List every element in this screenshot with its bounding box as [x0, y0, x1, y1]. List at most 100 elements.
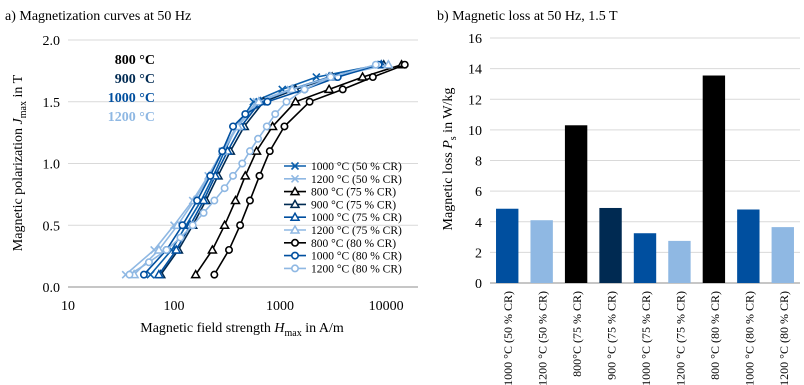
- chart-a-point: [153, 244, 165, 254]
- chart-a-point: [153, 269, 165, 279]
- chart-a-point: [271, 110, 280, 119]
- chart-a-point: [220, 184, 229, 193]
- chart-a-point: [236, 221, 245, 230]
- chart-a-legend-item: 1000 °C (80 % CR): [284, 251, 402, 263]
- chart-a-point: [198, 195, 209, 205]
- chart-a-legend-item: 1200 °C (75 % CR): [284, 224, 402, 237]
- chart-a-point: [357, 71, 368, 81]
- chart-b-y-tick-label: 10: [468, 124, 482, 139]
- chart-a-point: [289, 186, 301, 196]
- chart-a-point: [245, 196, 254, 205]
- chart-a-x-axis-label: Magnetic field strength Hmax in A/m: [140, 321, 344, 339]
- chart-a-point: [219, 219, 230, 229]
- chart-b-y-tick-label: 6: [475, 185, 482, 200]
- chart-b-bar: [771, 227, 794, 283]
- chart-a-x-tick-label: 10: [61, 299, 75, 314]
- chart-a-series: [210, 60, 409, 279]
- chart-b-category-label: 900 °C (75 % CR): [605, 291, 619, 380]
- chart-b-y-tick-label: 16: [468, 32, 482, 47]
- chart-a-legend-item: 800 °C (75 % CR): [284, 186, 396, 199]
- chart-a-point: [193, 196, 202, 205]
- chart-a-point: [146, 270, 155, 279]
- chart-a-point: [229, 171, 238, 180]
- chart-a-point: [254, 134, 263, 143]
- chart-a-series: [125, 60, 380, 279]
- chart-a-x-ticks: 10 100 1000 10000: [61, 299, 404, 314]
- chart-a-point: [383, 59, 394, 69]
- chart-a-series-group: [121, 59, 409, 279]
- chart-a-point: [230, 195, 241, 205]
- chart-b-bar: [702, 75, 726, 283]
- chart-a-point: [225, 245, 234, 254]
- chart-a-legend-item: 1200 °C (50 % CR): [284, 174, 402, 186]
- chart-a-legend-label: 1200 °C (50 % CR): [311, 174, 402, 186]
- chart-a-point: [338, 85, 347, 94]
- chart-a-point: [262, 122, 271, 131]
- chart-a-point: [253, 96, 265, 106]
- chart-a-point: [323, 83, 335, 94]
- chart-b-category-labels: 1000 °C (50 % CR) 1200 °C (50 % CR) 800°C …: [501, 291, 791, 385]
- chart-a-point: [289, 198, 301, 209]
- chart-a-point: [210, 196, 219, 205]
- chart-b-y-axis-label: Magnetic loss Ps in W/kg: [441, 88, 459, 231]
- chart-a-point: [245, 147, 254, 156]
- chart-b-category-label: 1000 °C (75 % CR): [639, 291, 653, 385]
- chart-b-bars: [496, 75, 794, 283]
- chart-a-point: [289, 224, 301, 234]
- chart-a-point: [218, 147, 227, 156]
- chart-b-bar: [737, 209, 760, 283]
- chart-b-bar: [564, 125, 588, 283]
- chart-b-bar: [530, 220, 553, 283]
- chart-a-point: [239, 170, 251, 180]
- chart-a-point: [207, 244, 218, 254]
- chart-a-point: [368, 73, 377, 82]
- chart-a-temperature-label: 800 °C: [115, 53, 155, 68]
- chart-a-point: [280, 122, 289, 131]
- chart-a-point: [400, 60, 409, 69]
- chart-a-point: [290, 161, 300, 171]
- chart-a-legend-label: 800 °C (80 % CR): [311, 238, 396, 250]
- chart-a-y-tick-label: 0.5: [43, 219, 61, 234]
- chart-a-legend-label: 1200 °C (75 % CR): [311, 225, 402, 237]
- chart-a-temperature-label: 1000 °C: [108, 91, 155, 106]
- chart-a-point: [139, 270, 148, 279]
- chart-a-y-axis-label: Magnetic polarization Jmax in T: [11, 74, 29, 251]
- chart-a: a) Magnetization curves at 50 Hz 0.0 0.5 1…: [5, 9, 418, 339]
- chart-b-y-ticks: 0 2 4 6 8 10 12 14 16: [468, 32, 482, 292]
- chart-a-point: [190, 269, 201, 279]
- chart-a-point: [241, 110, 250, 119]
- chart-b-y-tick-label: 4: [475, 216, 482, 231]
- chart-a-point: [206, 171, 215, 180]
- chart-b-bar: [496, 208, 519, 283]
- chart-a-point: [265, 147, 274, 156]
- chart-b-category-label: 800°C (75 % CR): [570, 291, 584, 377]
- chart-a-point: [290, 96, 301, 106]
- chart-a-legend-label: 1000 °C (80 % CR): [311, 251, 402, 263]
- chart-a-temperature-label: 1200 °C: [108, 110, 155, 125]
- chart-b: b) Magnetic loss at 50 Hz, 1.5 T 0 2 4 6 8 10…: [437, 9, 800, 385]
- chart-a-point: [371, 60, 380, 69]
- chart-a-y-ticks: 0.0 0.5 1.0 1.5 2.0: [43, 34, 61, 296]
- chart-a-title: a) Magnetization curves at 50 Hz: [5, 9, 191, 24]
- chart-b-y-tick-label: 2: [475, 246, 482, 261]
- chart-a-x-tick-label: 10000: [369, 299, 404, 314]
- chart-a-legend-item: 800 °C (80 % CR): [284, 238, 396, 250]
- chart-a-legend-label: 1200 °C (80 % CR): [311, 263, 402, 275]
- chart-b-bar: [599, 207, 622, 283]
- chart-b-category-label: 1000 °C (80 % CR): [742, 291, 756, 385]
- chart-a-legend-label: 900 °C (75 % CR): [311, 199, 396, 211]
- chart-a-point: [188, 221, 197, 230]
- chart-a-point: [170, 244, 182, 254]
- chart-a-x-tick-label: 100: [164, 299, 185, 314]
- chart-a-point: [178, 221, 187, 230]
- chart-a-y-tick-label: 1.5: [43, 96, 61, 111]
- chart-a-point: [282, 97, 291, 106]
- chart-a-point: [210, 270, 219, 279]
- chart-a-point: [176, 233, 185, 242]
- chart-a-legend-item: 1000 °C (75 % CR): [284, 211, 402, 224]
- chart-a-point: [125, 270, 134, 279]
- chart-a-point: [312, 72, 321, 82]
- chart-a-temperature-label: 900 °C: [115, 72, 155, 87]
- chart-a-point: [305, 97, 314, 106]
- chart-b-category-label: 800 °C (80 % CR): [708, 291, 722, 380]
